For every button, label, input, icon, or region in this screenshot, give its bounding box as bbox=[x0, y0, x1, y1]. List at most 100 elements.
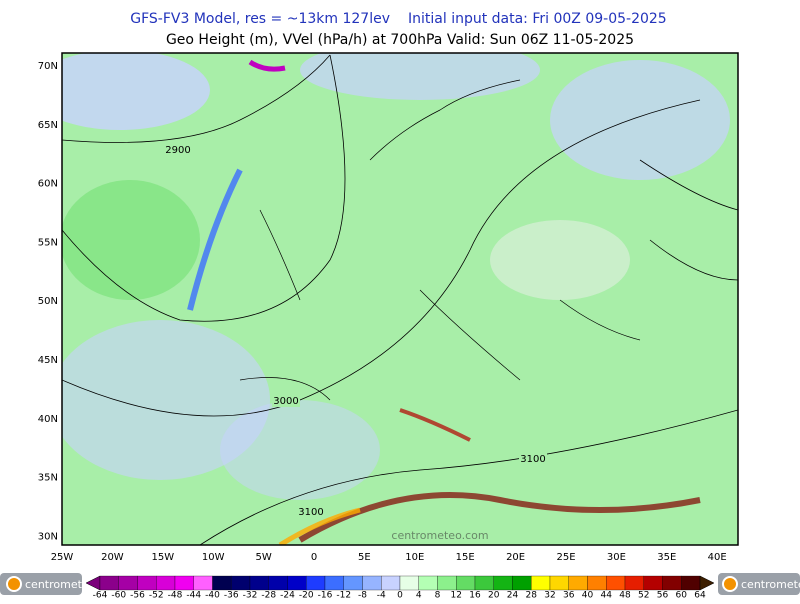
colorbar-swatch bbox=[362, 575, 382, 591]
colorbar-swatch bbox=[174, 575, 194, 591]
colorbar-label: 56 bbox=[657, 591, 669, 601]
colorbar-label: -4 bbox=[377, 591, 386, 601]
lon-label: 10W bbox=[202, 552, 225, 563]
colorbar-swatch bbox=[493, 575, 513, 591]
lat-label: 30N bbox=[38, 531, 58, 542]
colorbar-swatch bbox=[437, 575, 457, 591]
colorbar-swatch bbox=[156, 575, 176, 591]
colorbar-label: 64 bbox=[694, 591, 706, 601]
colorbar-label: 24 bbox=[507, 591, 519, 601]
lon-label: 25W bbox=[51, 552, 74, 563]
colorbar-label: 20 bbox=[488, 591, 500, 601]
lon-label: 5W bbox=[255, 552, 271, 563]
map-frame bbox=[61, 52, 739, 546]
model-title: GFS-FV3 Model, res = ~13km 127lev bbox=[130, 11, 390, 27]
lon-label: 25E bbox=[556, 552, 575, 563]
colorbar-swatch bbox=[643, 575, 663, 591]
contour-label-bg bbox=[164, 144, 192, 156]
colorbar-label: -48 bbox=[168, 591, 183, 601]
colorbar-label: 8 bbox=[435, 591, 441, 601]
lon-label: 35E bbox=[657, 552, 676, 563]
colorbar-swatch bbox=[399, 575, 419, 591]
colorbar-label: -64 bbox=[93, 591, 108, 601]
colorbar-swatch bbox=[99, 575, 119, 591]
logo-right: centrometeo bbox=[741, 578, 800, 591]
lon-label: 5E bbox=[358, 552, 371, 563]
colorbar-swatch bbox=[343, 575, 363, 591]
lat-label: 65N bbox=[38, 120, 58, 131]
colorbar-swatch bbox=[324, 575, 344, 591]
colorbar-label: -12 bbox=[336, 591, 351, 601]
lon-label: 15W bbox=[151, 552, 174, 563]
watermark: centrometeo.com bbox=[391, 529, 488, 542]
map-area bbox=[62, 53, 738, 545]
colorbar-swatch bbox=[231, 575, 251, 591]
colorbar-swatch bbox=[662, 575, 682, 591]
colorbar-label: -16 bbox=[318, 591, 333, 601]
colorbar-label: 0 bbox=[397, 591, 403, 601]
colorbar-swatch bbox=[568, 575, 588, 591]
init-title: Initial input data: Fri 00Z 09-05-2025 bbox=[408, 11, 667, 27]
contour-label: 3100 bbox=[520, 454, 545, 465]
lon-label: 40E bbox=[708, 552, 727, 563]
contour-label: 3000 bbox=[273, 396, 298, 407]
colorbar-label: 48 bbox=[619, 591, 631, 601]
logo-left-icon bbox=[6, 576, 22, 592]
field-title: Geo Height (m), VVel (hPa/h) at 700hPa V… bbox=[166, 32, 634, 48]
colorbar-swatch bbox=[549, 575, 569, 591]
lat-label: 50N bbox=[38, 296, 58, 307]
colorbar-swatch bbox=[193, 575, 213, 591]
colorbar-swatch bbox=[531, 575, 551, 591]
lon-label: 15E bbox=[456, 552, 475, 563]
logo-left-bg bbox=[0, 573, 82, 595]
colorbar-swatch bbox=[606, 575, 626, 591]
colorbar-label: -32 bbox=[243, 591, 258, 601]
colorbar-swatch bbox=[512, 575, 532, 591]
colorbar-swatch bbox=[306, 575, 326, 591]
lat-label: 55N bbox=[38, 237, 58, 248]
contour-label-bg bbox=[297, 506, 325, 518]
colorbar-swatch bbox=[681, 575, 701, 591]
colorbar-label: 12 bbox=[451, 591, 462, 601]
contour-label-bg bbox=[519, 453, 547, 465]
colorbar-label: -40 bbox=[205, 591, 220, 601]
colorbar-swatch bbox=[118, 575, 138, 591]
colorbar-swatch bbox=[587, 575, 607, 591]
logo-left: centrometeo bbox=[25, 578, 96, 591]
colorbar-label: 36 bbox=[563, 591, 575, 601]
lon-label: 0 bbox=[311, 552, 317, 563]
colorbar-label: -60 bbox=[111, 591, 126, 601]
lat-label: 60N bbox=[38, 179, 58, 190]
colorbar-label: 28 bbox=[526, 591, 538, 601]
colorbar-label: -44 bbox=[186, 591, 201, 601]
colorbar-label: -52 bbox=[149, 591, 164, 601]
lat-label: 40N bbox=[38, 414, 58, 425]
colorbar-swatch bbox=[456, 575, 476, 591]
lon-label: 20E bbox=[506, 552, 525, 563]
colorbar-label: 4 bbox=[416, 591, 422, 601]
lon-label: 10E bbox=[405, 552, 424, 563]
colorbar-label: 16 bbox=[469, 591, 481, 601]
colorbar-label: -36 bbox=[224, 591, 239, 601]
colorbar-label: 32 bbox=[544, 591, 555, 601]
colorbar-label: 44 bbox=[601, 591, 613, 601]
colorbar-swatch bbox=[268, 575, 288, 591]
colorbar-swatch bbox=[474, 575, 494, 591]
logo-right-bg bbox=[718, 573, 800, 595]
colorbar-label: 52 bbox=[638, 591, 649, 601]
colorbar-label: -56 bbox=[130, 591, 145, 601]
colorbar-swatch bbox=[287, 575, 307, 591]
lon-label: 20W bbox=[101, 552, 124, 563]
lon-label: 30E bbox=[607, 552, 626, 563]
logo-right-icon bbox=[722, 576, 738, 592]
colorbar-label: -28 bbox=[261, 591, 276, 601]
colorbar-high bbox=[699, 575, 715, 591]
colorbar-label: -8 bbox=[358, 591, 367, 601]
colorbar-label: -24 bbox=[280, 591, 295, 601]
colorbar-swatch bbox=[249, 575, 269, 591]
colorbar-swatch bbox=[381, 575, 401, 591]
contour-label: 3100 bbox=[298, 507, 323, 518]
colorbar-swatch bbox=[418, 575, 438, 591]
